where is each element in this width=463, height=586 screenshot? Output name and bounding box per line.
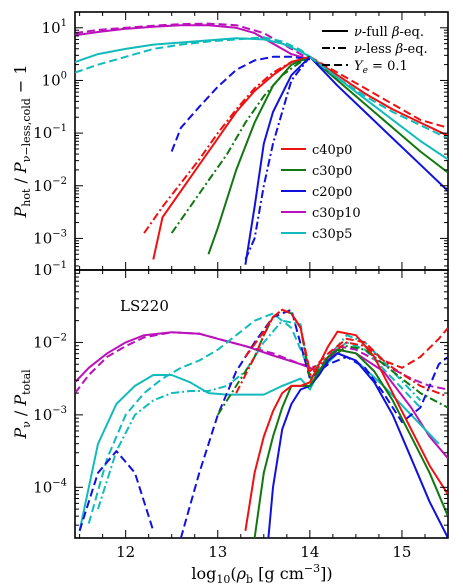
curve-bottom-c30p10-solid-0 xyxy=(75,331,448,459)
curve-top-c20p0-solid-7 xyxy=(244,56,311,265)
legend-nu-full: ν-full β-eq. xyxy=(354,25,424,40)
x-tick-label: 14 xyxy=(300,543,319,561)
curve-bottom-c40p0-dashed-9 xyxy=(244,308,448,373)
top-y-axis-label: Phot / Pν−less,cold − 1 xyxy=(11,64,33,218)
curve-top-c30p5-dashed-3 xyxy=(75,36,311,74)
curve-top-c30p10-solid-0 xyxy=(75,24,311,61)
bottom-panel-curves xyxy=(75,308,448,538)
curve-top-c40p0-solid-11 xyxy=(309,55,448,137)
model-legend: c40p0 c30p0 c20p0 c30p10 c30p5 xyxy=(281,143,361,242)
legend-ye: Ye = 0.1 xyxy=(354,59,408,76)
curve-bottom-c20p0-dashed-5 xyxy=(78,450,155,532)
y-tick-label: 10−4 xyxy=(33,477,67,496)
legend-label-c30p0: c30p0 xyxy=(312,164,352,179)
x-tick-label: 13 xyxy=(208,543,227,561)
curve-bottom-c20p0-dashed-6 xyxy=(179,308,448,538)
eos-annotation: LS220 xyxy=(120,297,169,315)
legend-label-c20p0: c20p0 xyxy=(312,185,352,200)
curve-bottom-c30p5-dashed-3 xyxy=(87,312,422,524)
y-tick-label: 10−3 xyxy=(33,405,67,424)
y-tick-label: 10−1 xyxy=(33,260,67,279)
curve-top-c40p0-solid-5 xyxy=(152,55,311,260)
x-axis-label: log10(ρb [g cm−3]) xyxy=(191,562,332,586)
curve-top-c30p0-dashdot-9 xyxy=(170,55,311,234)
y-tick-label: 10−2 xyxy=(33,332,67,351)
x-tick-label: 12 xyxy=(116,543,135,561)
legend-label-c40p0: c40p0 xyxy=(312,143,352,158)
curve-top-c30p0-solid-6 xyxy=(207,55,311,255)
y-tick-label: 100 xyxy=(42,70,67,89)
y-tick-label: 10−3 xyxy=(33,228,67,247)
curve-top-c30p0-solid-14 xyxy=(309,56,448,174)
y-tick-label: 10−1 xyxy=(33,123,67,142)
curve-bottom-c30p0-solid-11 xyxy=(253,348,448,538)
curve-top-c20p0-solid-15 xyxy=(309,56,448,192)
curve-top-c20p0-dashdot-10 xyxy=(244,56,311,260)
x-tick-label: 15 xyxy=(392,543,411,561)
curve-top-c40p0-dashed-12 xyxy=(309,55,448,129)
legend-label-c30p5: c30p5 xyxy=(312,227,352,242)
curve-bottom-c40p0-solid-12 xyxy=(244,330,448,531)
legend-nu-less: ν-less β-eq. xyxy=(354,42,428,57)
curve-top-c30p5-solid-2 xyxy=(75,37,311,63)
top-panel-curves xyxy=(75,22,448,265)
axis-ticks: 10−3 10−2 10−1 100 101 10−4 10−3 10−2 10−1 12 13 14… xyxy=(33,12,449,561)
curve-top-c30p5-dashed-16 xyxy=(309,56,448,140)
legend-label-c30p10: c30p10 xyxy=(312,206,361,221)
style-legend: ν-full β-eq. ν-less β-eq. Ye = 0.1 xyxy=(322,25,428,76)
curve-top-c20p0-dashed-4 xyxy=(170,55,311,152)
curve-bottom-c20p0-solid-10 xyxy=(267,352,448,538)
y-tick-label: 10−2 xyxy=(33,176,67,195)
curve-top-c40p0-dashdot-8 xyxy=(143,55,311,234)
bottom-y-axis-label: Pν / Ptotal xyxy=(11,369,33,440)
y-tick-label: 101 xyxy=(42,18,67,37)
bottom-panel-frame xyxy=(74,269,449,539)
